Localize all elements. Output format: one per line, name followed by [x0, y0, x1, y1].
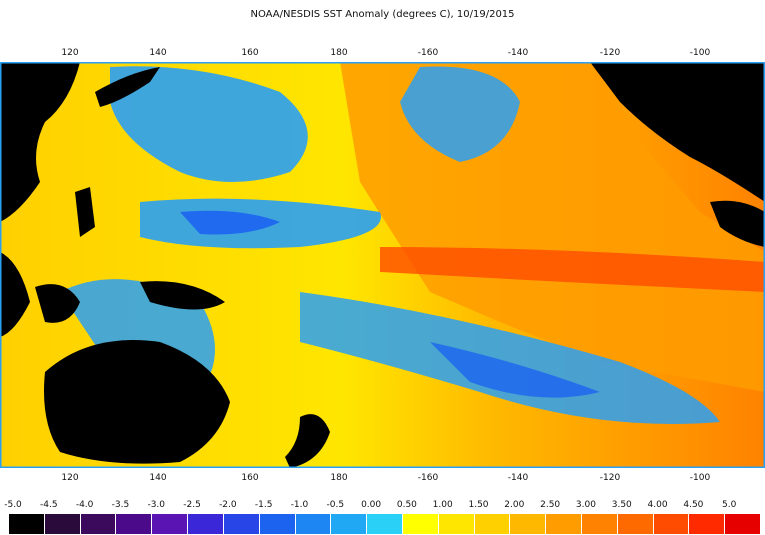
colorbar-label: -2.0 — [219, 500, 237, 510]
top-tick-180: 180 — [330, 48, 348, 58]
colorbar-swatch — [188, 514, 224, 534]
colorbar-label: 0.50 — [396, 500, 417, 510]
colorbar-swatch — [438, 514, 475, 534]
australia-landmass — [44, 340, 230, 464]
colorbar-swatch — [80, 514, 117, 534]
japan-islands — [95, 67, 160, 107]
top-tick-160: 160 — [241, 48, 259, 58]
colorbar-swatch — [331, 514, 368, 534]
colorbar-swatch — [474, 514, 511, 534]
hot-anomaly-equatorial-band — [380, 247, 765, 292]
colorbar-label: -4.0 — [75, 500, 94, 510]
colorbar-label: 4.00 — [647, 500, 668, 510]
colorbar-label: 1.50 — [468, 500, 489, 510]
bottom-tick-180: 180 — [330, 473, 348, 483]
bottom-tick-120: 120 — [61, 473, 79, 483]
colorbar-label: -3.5 — [111, 500, 130, 510]
bottom-tick-140: 140 — [149, 473, 167, 483]
new-zealand — [285, 414, 330, 468]
colorbar-label: -2.5 — [183, 500, 201, 510]
bottom-tick-160: 160 — [241, 473, 259, 483]
colorbar-label: 2.50 — [540, 500, 561, 510]
colorbar-label: 3.00 — [575, 500, 596, 510]
colorbar-label: 0.00 — [361, 500, 382, 510]
colorbar-swatch — [653, 514, 690, 534]
map-title: NOAA/NESDIS SST Anomaly (degrees C), 10/… — [250, 9, 515, 20]
colorbar-swatch — [725, 514, 762, 534]
borneo — [35, 284, 80, 323]
top-tick-120: 120 — [61, 48, 79, 58]
bottom-tick-minus140: -140 — [507, 473, 529, 483]
cool-anomaly-northwest — [110, 66, 308, 182]
philippines — [75, 187, 95, 237]
colorbar-label: 5.0 — [722, 500, 737, 510]
colorbar-swatch — [116, 514, 153, 534]
colorbar-label: 1.00 — [432, 500, 453, 510]
asia-landmass — [0, 62, 80, 222]
colorbar-swatch — [402, 514, 439, 534]
top-tick-minus120: -120 — [599, 48, 621, 58]
cool-anomaly-south-pacific — [300, 292, 720, 424]
bottom-tick-minus160: -160 — [417, 473, 439, 483]
cold-anomaly-core — [180, 210, 280, 235]
colorbar-swatch — [295, 514, 332, 534]
colorbar-swatch — [367, 514, 403, 534]
sst-anomaly-map — [0, 62, 765, 468]
colorbar-label: 3.50 — [611, 500, 632, 510]
cool-anomaly-north-central — [400, 66, 520, 162]
colorbar-label: -1.5 — [254, 500, 273, 510]
colorbar-swatch — [152, 514, 189, 534]
colorbar-label: 2.00 — [504, 500, 525, 510]
bottom-longitude-axis: 120 140 160 180 -160 -140 -120 -100 — [0, 473, 765, 487]
indochina-landmass — [0, 252, 30, 337]
top-tick-140: 140 — [149, 48, 167, 58]
colorbar-label: -3.0 — [147, 500, 166, 510]
top-tick-minus100: -100 — [689, 48, 711, 58]
colorbar-swatch — [546, 514, 582, 534]
colorbar-swatch — [259, 514, 296, 534]
colorbar-label: -1.0 — [290, 500, 309, 510]
colorbar-swatch — [582, 514, 618, 534]
central-america-landmass — [710, 200, 765, 247]
colorbar-swatch — [44, 514, 81, 534]
colorbar-label: 4.50 — [683, 500, 704, 510]
top-tick-minus140: -140 — [507, 48, 529, 58]
colorbar-swatch — [9, 514, 45, 534]
bottom-tick-minus120: -120 — [599, 473, 621, 483]
colorbar-labels: -5.0 -4.5 -4.0 -3.5 -3.0 -2.5 -2.0 -1.5 -1.0 -0.5… — [0, 500, 765, 512]
colorbar-swatch — [617, 514, 654, 534]
top-longitude-axis: 120 140 160 180 -160 -140 -120 -100 — [0, 48, 765, 62]
colorbar-swatch — [223, 514, 260, 534]
colorbar-swatch — [510, 514, 547, 534]
colorbar-label: -5.0 — [4, 500, 22, 510]
bottom-tick-minus100: -100 — [689, 473, 711, 483]
top-tick-minus160: -160 — [417, 48, 439, 58]
colorbar-swatch — [689, 514, 726, 534]
cold-anomaly-south-pacific — [430, 342, 600, 398]
colorbar — [9, 514, 762, 534]
new-guinea — [140, 281, 225, 310]
north-america-landmass — [590, 62, 765, 202]
colorbar-label: -0.5 — [326, 500, 345, 510]
colorbar-label: -4.5 — [40, 500, 58, 510]
